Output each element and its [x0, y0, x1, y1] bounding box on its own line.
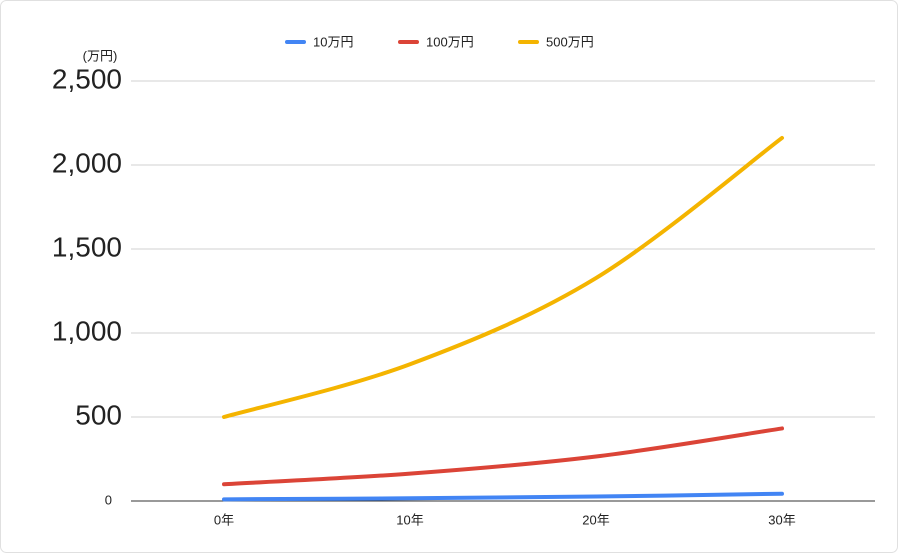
x-tick-label: 0年 [214, 512, 234, 527]
series-line [222, 135, 784, 419]
y-tick-label: 1,500 [52, 231, 122, 262]
y-unit-label: (万円) [83, 48, 118, 63]
y-tick-label: 2,000 [52, 147, 122, 178]
legend-label: 10万円 [313, 34, 353, 49]
y-tick-label: 500 [75, 399, 122, 430]
y-tick-label: 1,000 [52, 315, 122, 346]
series-line [222, 426, 784, 487]
series-line [222, 491, 784, 502]
legend-label: 100万円 [426, 34, 474, 49]
y-tick-label: 2,500 [52, 63, 122, 94]
x-tick-label: 20年 [582, 512, 609, 527]
x-tick-label: 30年 [768, 512, 795, 527]
x-tick-label: 10年 [396, 512, 423, 527]
y-tick-label: 0 [105, 492, 112, 507]
legend-label: 500万円 [546, 34, 594, 49]
